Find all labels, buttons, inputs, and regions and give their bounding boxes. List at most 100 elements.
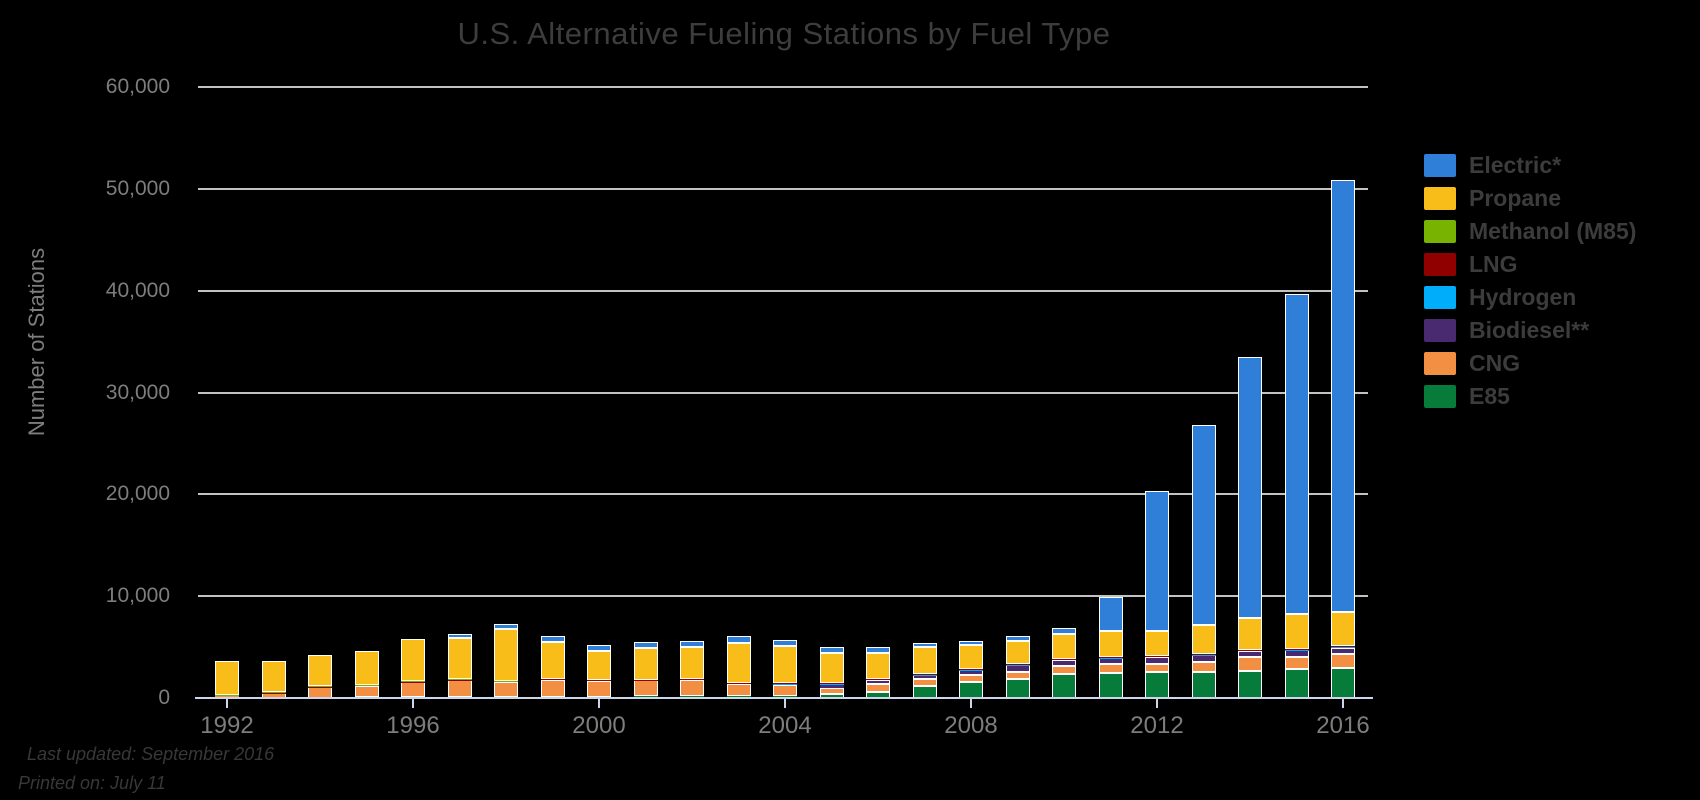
bar-segment-2005-hydrogen[interactable] <box>819 684 844 685</box>
bar-segment-2007-hydrogen[interactable] <box>912 674 937 676</box>
bar-segment-2001-cng[interactable] <box>633 680 658 697</box>
bar-segment-2004-e85[interactable] <box>773 695 797 698</box>
bar-segment-2011-electric[interactable] <box>1098 596 1123 631</box>
bar-segment-2008-lng[interactable] <box>959 669 983 670</box>
bar-segment-2003-lng[interactable] <box>726 682 751 684</box>
bar-segment-2011-lng[interactable] <box>1098 657 1123 658</box>
bar-segment-2009-e85[interactable] <box>1005 678 1030 698</box>
bar-segment-1999-lng[interactable] <box>540 679 565 680</box>
bar-segment-2013-biodiesel[interactable] <box>1191 655 1216 663</box>
bar-segment-2005-lng[interactable] <box>819 683 844 685</box>
bar-segment-1996-lng[interactable] <box>401 681 425 683</box>
bar-segment-2015-electric[interactable] <box>1284 293 1309 614</box>
bar-segment-2011-propane[interactable] <box>1098 630 1123 658</box>
bar-segment-2001-lng[interactable] <box>633 679 658 681</box>
bar-segment-2006-biodiesel[interactable] <box>866 679 890 684</box>
bar-segment-2007-propane[interactable] <box>912 647 937 674</box>
bar-segment-2013-lng[interactable] <box>1191 653 1216 655</box>
bar-segment-2013-cng[interactable] <box>1191 662 1216 672</box>
legend-item-hydrogen[interactable]: Hydrogen <box>1424 286 1636 309</box>
bar-segment-2012-propane[interactable] <box>1145 631 1169 656</box>
bar-segment-2013-e85[interactable] <box>1191 671 1216 698</box>
bar-segment-2000-propane[interactable] <box>587 651 611 681</box>
bar-segment-2009-propane[interactable] <box>1005 640 1030 665</box>
bar-segment-2001-electric[interactable] <box>633 642 658 649</box>
bar-segment-2006-propane[interactable] <box>866 652 890 679</box>
bar-segment-1997-lng[interactable] <box>447 679 472 681</box>
bar-segment-2009-electric[interactable] <box>1005 636 1030 641</box>
bar-segment-1995-cng[interactable] <box>354 685 379 698</box>
bar-segment-2013-hydrogen[interactable] <box>1191 654 1216 656</box>
legend-item-biodiesel[interactable]: Biodiesel** <box>1424 319 1636 342</box>
bar-segment-2016-propane[interactable] <box>1331 611 1355 647</box>
bar-segment-2010-electric[interactable] <box>1052 627 1076 634</box>
bar-segment-2013-electric[interactable] <box>1191 424 1216 626</box>
bar-segment-2006-electric[interactable] <box>866 646 890 653</box>
bar-segment-1993-propane[interactable] <box>261 660 286 692</box>
bar-segment-2002-electric[interactable] <box>680 640 704 648</box>
legend-item-electric[interactable]: Electric* <box>1424 154 1636 177</box>
bar-segment-2016-hydrogen[interactable] <box>1331 647 1355 648</box>
bar-segment-2012-hydrogen[interactable] <box>1145 656 1169 657</box>
bar-segment-1992-cng[interactable] <box>215 695 239 698</box>
bar-segment-2006-hydrogen[interactable] <box>866 679 890 680</box>
bar-segment-1995-lng[interactable] <box>354 685 379 686</box>
bar-segment-1995-methanol[interactable] <box>354 684 379 686</box>
bar-segment-2007-cng[interactable] <box>912 678 937 687</box>
bar-segment-2007-biodiesel[interactable] <box>912 674 937 679</box>
bar-segment-1997-methanol[interactable] <box>447 678 472 680</box>
bar-segment-2010-hydrogen[interactable] <box>1052 659 1076 660</box>
bar-segment-2013-propane[interactable] <box>1191 625 1216 654</box>
legend-item-cng[interactable]: CNG <box>1424 352 1636 375</box>
bar-segment-1998-lng[interactable] <box>494 681 518 682</box>
bar-segment-2008-hydrogen[interactable] <box>959 669 983 671</box>
bar-segment-2007-electric[interactable] <box>912 642 937 648</box>
bar-segment-1997-electric[interactable] <box>447 634 472 639</box>
bar-segment-1996-methanol[interactable] <box>401 680 425 682</box>
bar-segment-2014-lng[interactable] <box>1238 649 1262 651</box>
bar-segment-1993-lng[interactable] <box>261 692 286 694</box>
bar-segment-2008-biodiesel[interactable] <box>959 670 983 675</box>
bar-segment-2010-biodiesel[interactable] <box>1052 659 1076 667</box>
bar-segment-2002-propane[interactable] <box>680 647 704 679</box>
bar-segment-1997-cng[interactable] <box>447 680 472 697</box>
bar-segment-1998-cng[interactable] <box>494 681 518 697</box>
bar-segment-2015-cng[interactable] <box>1284 656 1309 670</box>
bar-segment-2005-electric[interactable] <box>819 646 844 654</box>
bar-segment-2002-cng[interactable] <box>680 679 704 697</box>
bar-segment-2014-e85[interactable] <box>1238 670 1262 698</box>
bar-segment-2010-propane[interactable] <box>1052 633 1076 659</box>
bar-segment-2014-propane[interactable] <box>1238 618 1262 650</box>
bar-segment-2016-electric[interactable] <box>1331 180 1355 612</box>
bar-segment-2000-electric[interactable] <box>587 645 611 652</box>
bar-segment-2016-lng[interactable] <box>1331 646 1355 648</box>
bar-segment-2004-hydrogen[interactable] <box>773 683 797 685</box>
legend-item-lng[interactable]: LNG <box>1424 253 1636 276</box>
bar-segment-2010-e85[interactable] <box>1052 674 1076 698</box>
bar-segment-2012-electric[interactable] <box>1145 490 1169 632</box>
bar-segment-2005-propane[interactable] <box>819 653 844 684</box>
bar-segment-2016-cng[interactable] <box>1331 654 1355 668</box>
bar-segment-1994-lng[interactable] <box>308 687 332 688</box>
bar-segment-2011-biodiesel[interactable] <box>1098 658 1123 665</box>
bar-segment-1999-cng[interactable] <box>540 679 565 697</box>
bar-segment-2011-e85[interactable] <box>1098 673 1123 698</box>
bar-segment-2003-propane[interactable] <box>726 643 751 683</box>
bar-segment-2010-lng[interactable] <box>1052 658 1076 660</box>
bar-segment-2014-biodiesel[interactable] <box>1238 650 1262 658</box>
bar-segment-2016-e85[interactable] <box>1331 667 1355 698</box>
bar-segment-2007-lng[interactable] <box>912 673 937 675</box>
bar-segment-1997-propane[interactable] <box>447 638 472 679</box>
bar-segment-2001-biodiesel[interactable] <box>633 680 658 681</box>
bar-segment-1999-propane[interactable] <box>540 642 565 680</box>
bar-segment-1995-propane[interactable] <box>354 651 379 685</box>
bar-segment-2003-biodiesel[interactable] <box>726 683 751 685</box>
bar-segment-2009-cng[interactable] <box>1005 671 1030 679</box>
bar-segment-2003-electric[interactable] <box>726 636 751 644</box>
bar-segment-2001-propane[interactable] <box>633 648 658 680</box>
bar-segment-1998-propane[interactable] <box>494 628 518 681</box>
bar-segment-2009-biodiesel[interactable] <box>1005 665 1030 672</box>
bar-segment-2008-cng[interactable] <box>959 674 983 683</box>
bar-segment-2000-lng[interactable] <box>587 680 611 681</box>
bar-segment-1993-methanol[interactable] <box>261 691 286 693</box>
